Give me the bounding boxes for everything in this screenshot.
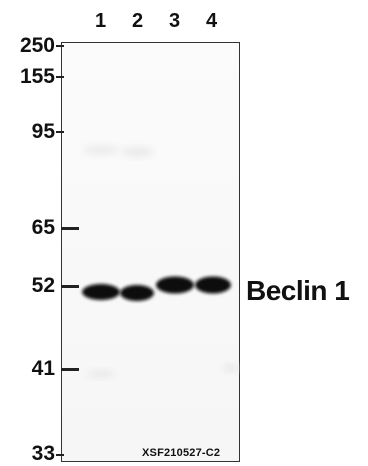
mw-tick-65 <box>61 227 79 230</box>
band-lane-1 <box>82 284 120 300</box>
mw-tick-41 <box>61 368 79 371</box>
band-lane-2 <box>120 285 154 301</box>
mw-label-52: 52 <box>31 274 55 297</box>
blot-membrane <box>61 42 240 462</box>
mw-tick-250 <box>56 45 64 47</box>
mw-label-250: 250 <box>19 34 55 57</box>
band-lane-4 <box>195 276 231 294</box>
mw-tick-33 <box>56 454 64 456</box>
mw-label-95: 95 <box>31 120 55 143</box>
lane-label-3: 3 <box>169 10 181 32</box>
mw-tick-95 <box>56 131 64 133</box>
target-protein-label: Beclin 1 <box>246 275 350 306</box>
protein-bands <box>82 146 239 377</box>
mw-label-41: 41 <box>31 357 55 380</box>
lane-label-2: 2 <box>132 10 144 32</box>
lane-label-1: 1 <box>95 10 107 32</box>
mw-tick-155 <box>56 76 64 78</box>
mw-label-33: 33 <box>31 442 55 465</box>
mw-label-65: 65 <box>31 216 55 239</box>
lane-label-4: 4 <box>206 10 218 32</box>
band-lane-3 <box>156 276 194 294</box>
mw-tick-52 <box>61 285 79 288</box>
mw-label-155: 155 <box>19 65 55 88</box>
catalog-id-label: XSF210527-C2 <box>142 447 221 459</box>
